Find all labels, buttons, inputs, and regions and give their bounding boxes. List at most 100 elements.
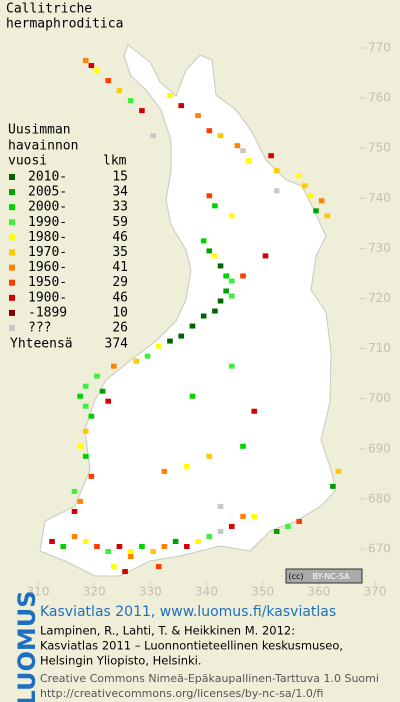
legend-swatch (9, 234, 15, 241)
grid-square (206, 533, 213, 539)
grid-square (330, 483, 336, 489)
legend-swatch (9, 264, 15, 271)
grid-square (273, 188, 280, 194)
total-label: Yhteensä (10, 337, 73, 352)
legend-label: 2010- (28, 170, 67, 185)
legend-swatch (9, 294, 15, 301)
y-tick-label: 760 (368, 91, 391, 105)
grid-square (155, 343, 162, 349)
grid-square (77, 498, 83, 504)
legend-label: 2000- (28, 200, 67, 215)
grid-square (228, 278, 235, 284)
grid-square (212, 203, 218, 209)
y-tick-label: 670 (368, 542, 391, 556)
brand: LUOMUS (13, 591, 41, 702)
grid-square (240, 443, 246, 449)
grid-square (234, 143, 241, 149)
grid-square (94, 68, 100, 74)
grid-square (105, 78, 112, 84)
grid-square (82, 383, 89, 389)
grid-square (206, 453, 213, 459)
grid-square (273, 528, 280, 534)
grid-square (155, 564, 162, 570)
grid-square (94, 543, 100, 549)
legend-count: 10 (112, 305, 128, 320)
legend-swatch (9, 279, 15, 286)
grid-square (189, 393, 196, 399)
grid-square (116, 88, 123, 94)
legend-label: 1990- (28, 215, 67, 230)
x-tick-label: 350 (251, 585, 274, 599)
grid-square (223, 288, 229, 294)
legend-label: 1950- (28, 275, 67, 290)
country-outline (39, 44, 337, 577)
y-tick-label: 750 (368, 141, 391, 155)
legend-count: 59 (112, 215, 128, 230)
legend-label: 1960- (28, 260, 67, 275)
y-tick-label: 720 (368, 291, 391, 305)
legend-count: 41 (112, 260, 128, 275)
y-tick-label: 770 (368, 41, 391, 55)
legend-header: havainnon (8, 139, 78, 154)
citation-line: Helsingin Yliopisto, Helsinki. (40, 654, 202, 668)
grid-square (217, 503, 224, 509)
citation-line: Lampinen, R., Lahti, T. & Heikkinen M. 2… (40, 624, 295, 638)
grid-square (82, 403, 89, 409)
y-tick-label: 700 (368, 391, 391, 405)
grid-square (111, 564, 117, 570)
grid-square (94, 373, 100, 379)
grid-square (217, 298, 224, 304)
grid-square (127, 549, 134, 555)
grid-square (88, 413, 95, 419)
grid-square (184, 463, 190, 469)
legend-label: ??? (28, 321, 51, 336)
license-badge: (cc) BY-NC-SA (285, 568, 363, 584)
title-line: hermaphroditica (6, 17, 123, 32)
legend-count: 35 (112, 245, 128, 260)
grid-square (82, 538, 89, 544)
grid-square (240, 273, 246, 279)
atlas-link[interactable]: Kasviatlas 2011, www.luomus.fi/kasviatla… (40, 604, 336, 620)
grid-square (82, 428, 89, 434)
grid-square (150, 549, 156, 555)
legend-swatch (9, 204, 15, 211)
grid-square (161, 543, 168, 549)
grid-square (206, 128, 213, 134)
license-line[interactable]: http://creativecommons.org/licenses/by-n… (40, 687, 323, 700)
grid-square (144, 353, 151, 359)
grid-square (77, 443, 83, 449)
x-tick-label: 310 (27, 585, 50, 599)
grid-square (189, 323, 196, 329)
grid-square (251, 513, 258, 519)
grid-square (217, 263, 224, 269)
grid-square (212, 308, 218, 314)
grid-square (139, 543, 145, 549)
grid-square (324, 213, 331, 219)
grid-square (206, 193, 213, 199)
grid-square (240, 148, 246, 154)
legend-label: -1899 (28, 305, 67, 320)
grid-square (88, 473, 95, 479)
grid-square (71, 533, 78, 539)
x-tick-label: 370 (364, 585, 387, 599)
grid-square (60, 543, 67, 549)
grid-square (200, 313, 207, 319)
grid-square (251, 408, 258, 414)
badge-box (285, 568, 363, 584)
y-tick-label: 680 (368, 491, 391, 505)
grid-square (167, 338, 173, 344)
grid-square (285, 523, 291, 529)
grid-square (296, 173, 302, 179)
grid-square (184, 543, 190, 549)
y-tick-label: 710 (368, 341, 391, 355)
grid-square (212, 253, 218, 259)
grid-square (301, 183, 308, 189)
x-tick-label: 360 (307, 585, 330, 599)
grid-square (111, 363, 117, 369)
grid-square (77, 393, 83, 399)
grid-square (99, 388, 106, 394)
grid-square (161, 468, 168, 474)
grid-square (223, 273, 229, 279)
legend-swatch (9, 309, 15, 316)
